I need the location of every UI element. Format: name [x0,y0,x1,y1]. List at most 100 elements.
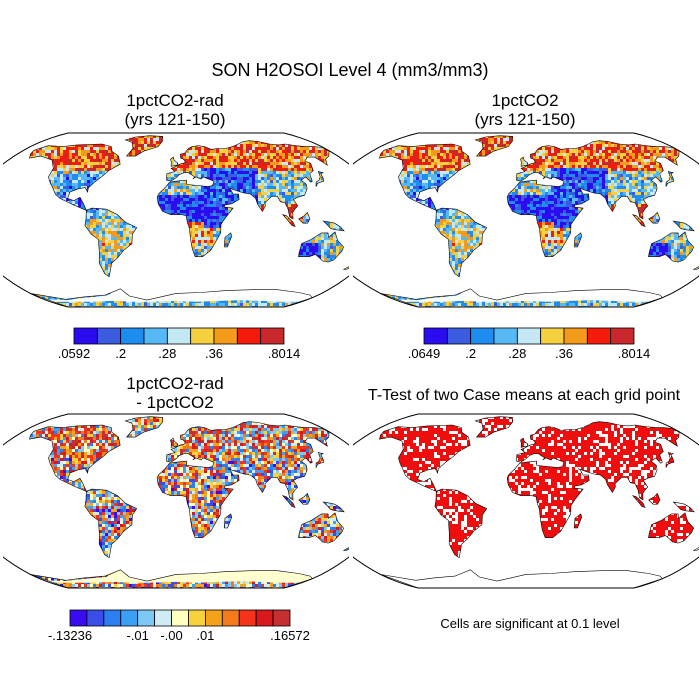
colorbar-label: .2 [465,346,476,361]
colorbar-label: .0649 [408,346,441,361]
colorbar-box [470,327,495,345]
coastline-greenland [474,416,514,438]
map-border [353,132,699,308]
coastline-new-guinea [322,220,345,232]
colorbar-label: .28 [508,346,526,361]
colorbar-box [204,609,223,627]
coastline-south-america [84,488,138,559]
coastline-africa-eurasia [506,421,680,538]
map-panel-ttest [353,413,699,589]
coastline-madagascar [223,232,233,248]
coastline-borneo [298,492,311,505]
panel-1-title-line1: 1pctCO2-rad [40,91,310,110]
colorbar-box [610,327,635,345]
colorbar-box [154,609,172,627]
colorbar-box [423,327,448,345]
colorbar-1: .0592 .2 .28 .36 .8014 [58,327,301,361]
coastline-australia [648,231,694,263]
coastline-great-britain [520,156,529,167]
coastline-borneo [648,492,661,505]
colorbar-label: .8014 [618,346,651,361]
coastline-sumatra [281,494,296,509]
colorbar-box [493,327,518,345]
colorbar-box [103,609,122,627]
panel-1-title-line2: (yrs 121-150) [40,110,310,129]
colorbar-box [516,327,542,345]
colorbar-box [171,609,189,627]
colorbar-box [221,609,240,627]
coastline-borneo [648,211,661,224]
significance-note: Cells are significant at 0.1 level [380,616,680,631]
panel-2-title: 1pctCO2 (yrs 121-150) [390,91,660,129]
colorbar-box [120,609,139,627]
map-panel-1pctco2 [353,132,699,308]
coastline-north-america [29,143,121,212]
coastline-borneo [298,211,311,224]
panel-4-title: T-Test of two Case means at each grid po… [348,386,700,405]
coastline-great-britain [170,156,179,167]
coastline-sumatra [631,213,646,228]
coastline-africa-eurasia [156,421,330,538]
panel-2-title-line2: (yrs 121-150) [390,110,660,129]
coastline-japan [665,171,675,187]
panel-3-title-line2: - 1pctCO2 [40,393,310,412]
panel-2-title-line1: 1pctCO2 [390,91,660,110]
coastline-australia [298,512,344,544]
colorbar-box [143,327,168,345]
map-border [3,132,349,308]
colorbar-box [260,327,285,345]
colorbar-box [255,609,274,627]
colorbar-box [563,327,588,345]
colorbar-label: -.00 [160,628,182,643]
colorbar-box [586,327,612,345]
coastline-madagascar [223,513,233,529]
colorbar-box [96,327,122,345]
colorbar-box [190,327,215,345]
colorbar-label: .8014 [268,346,301,361]
colorbar-box [188,609,206,627]
colorbar-label: .16572 [270,628,310,643]
coastline-new-guinea [322,501,345,513]
coastline-new-zealand [343,547,349,551]
colorbar-box [120,327,145,345]
coastline-new-zealand [343,266,349,270]
coastline-north-america [29,424,121,493]
panel-1-title: 1pctCO2-rad (yrs 121-150) [40,91,310,129]
colorbar-3: -.13236 -.01 -.00 .01 .16572 [48,609,310,643]
coastline-south-america [434,488,488,559]
colorbar-box [86,609,105,627]
panel-3-title-line1: 1pctCO2-rad [40,374,310,393]
coastline-greenland [474,135,514,157]
colorbar-label: .01 [196,628,214,643]
colorbar-box [272,609,291,627]
coastline-japan [665,452,675,468]
colorbar-box [238,609,257,627]
map-panel-1pctco2-rad [3,132,349,308]
coastline-africa-eurasia [156,140,330,257]
coastline-new-guinea [672,220,695,232]
colorbar-box [137,609,156,627]
coastline-south-america [434,207,488,278]
colorbar-label: .0592 [58,346,91,361]
coastline-new-guinea [672,501,695,513]
coastline-great-britain [170,437,179,448]
colorbar-box [166,327,192,345]
colorbar-box [236,327,262,345]
colorbar-2: .0649 .2 .28 .36 .8014 [408,327,651,361]
coastline-sumatra [281,213,296,228]
colorbar-label: .2 [115,346,126,361]
colorbar-box [69,609,88,627]
coastline-north-america [379,143,471,212]
figure-title: SON H2OSOI Level 4 (mm3/mm3) [0,60,700,81]
coastline-greenland [124,135,164,157]
map-panel-difference [3,413,349,589]
colorbar-label: -.13236 [48,628,92,643]
coastline-australia [298,231,344,263]
coastline-new-zealand [693,547,699,551]
colorbar-label: -.01 [126,628,148,643]
panel-3-title: 1pctCO2-rad - 1pctCO2 [40,374,310,412]
map-border [3,413,349,589]
map-border [353,413,699,589]
coastline-new-zealand [693,266,699,270]
coastline-africa-eurasia [506,140,680,257]
